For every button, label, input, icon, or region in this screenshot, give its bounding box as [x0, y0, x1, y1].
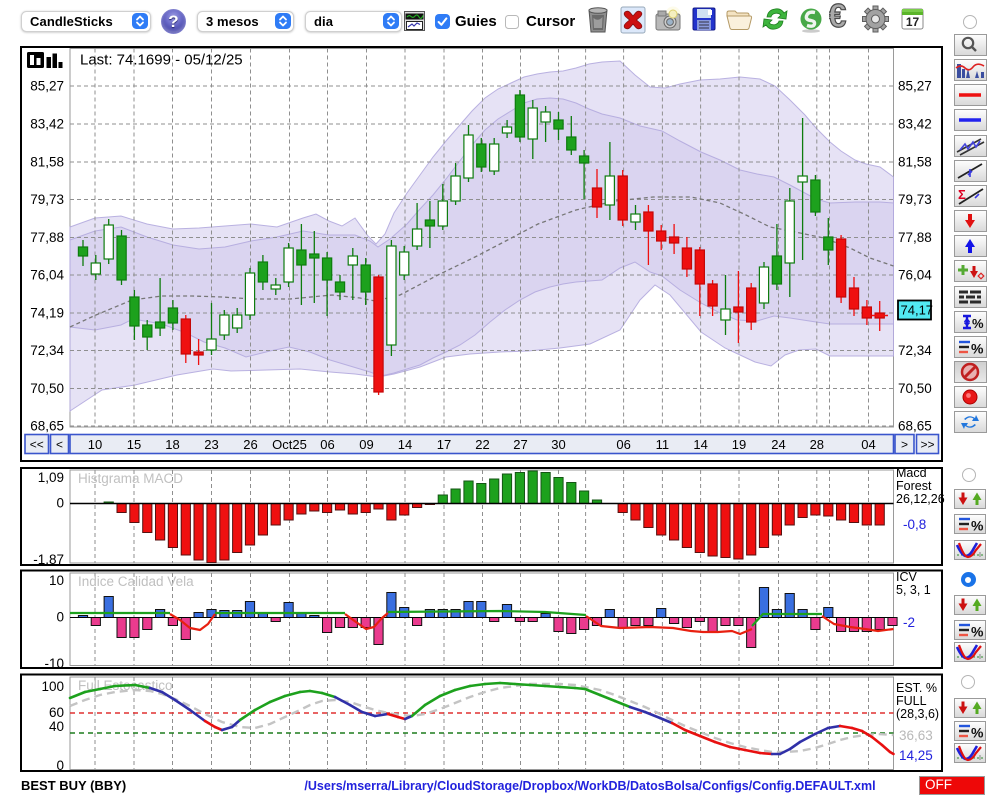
svg-text:<: <	[56, 438, 63, 452]
svg-text:28: 28	[810, 437, 824, 452]
svg-text:Indice Calidad Vela: Indice Calidad Vela	[78, 574, 194, 589]
svg-text:Oct25: Oct25	[272, 437, 307, 452]
svg-text:0: 0	[56, 496, 64, 511]
svg-text:EST. %: EST. %	[896, 681, 937, 695]
svg-text:5, 3, 1: 5, 3, 1	[896, 583, 931, 597]
svg-text:>: >	[901, 438, 908, 452]
svg-text:30: 30	[551, 437, 565, 452]
svg-text:23: 23	[204, 437, 218, 452]
svg-text:22: 22	[475, 437, 489, 452]
svg-text:0: 0	[56, 758, 64, 773]
svg-text:85,27: 85,27	[898, 79, 932, 94]
svg-text:%: %	[971, 340, 984, 356]
svg-text:<<: <<	[30, 438, 44, 452]
svg-text:0: 0	[56, 610, 64, 625]
svg-text:Histgrama MACD: Histgrama MACD	[78, 471, 183, 486]
svg-text:Forest: Forest	[896, 479, 932, 493]
svg-text:14: 14	[398, 437, 412, 452]
svg-text:-10: -10	[44, 656, 64, 671]
svg-text:%: %	[971, 518, 984, 534]
svg-text:06: 06	[616, 437, 630, 452]
svg-text:-1,87: -1,87	[33, 552, 64, 567]
svg-text:76,04: 76,04	[898, 268, 932, 283]
svg-text:(28,3,6): (28,3,6)	[896, 707, 939, 721]
svg-text:%: %	[971, 624, 984, 640]
svg-text:09: 09	[359, 437, 373, 452]
svg-text:-2: -2	[903, 615, 915, 630]
svg-text:40: 40	[49, 719, 64, 734]
svg-text:70,50: 70,50	[898, 381, 932, 396]
svg-text:74,17: 74,17	[901, 303, 934, 318]
svg-text:68,65: 68,65	[898, 419, 932, 434]
svg-text:ICV: ICV	[896, 570, 918, 584]
svg-text:%: %	[971, 724, 984, 740]
svg-text:Last: 74.1699 - 05/12/25: Last: 74.1699 - 05/12/25	[80, 52, 243, 69]
svg-text:79,73: 79,73	[898, 192, 932, 207]
svg-text:79,73: 79,73	[30, 192, 64, 207]
svg-text:36,63: 36,63	[899, 728, 933, 743]
svg-text:10: 10	[49, 573, 64, 588]
svg-text:17: 17	[906, 15, 920, 29]
svg-text:26: 26	[243, 437, 257, 452]
svg-text:27: 27	[513, 437, 527, 452]
svg-text:83,42: 83,42	[30, 117, 64, 132]
svg-text:85,27: 85,27	[30, 79, 64, 94]
svg-text:FULL: FULL	[896, 694, 927, 708]
svg-text:24: 24	[771, 437, 785, 452]
svg-text:81,58: 81,58	[898, 155, 932, 170]
svg-text:60: 60	[49, 705, 64, 720]
svg-text:1,09: 1,09	[38, 470, 64, 485]
svg-text:11: 11	[656, 437, 670, 452]
svg-text:%: %	[972, 316, 984, 331]
svg-text:77,88: 77,88	[898, 230, 932, 245]
svg-text:72,34: 72,34	[30, 343, 64, 358]
svg-text:10: 10	[88, 437, 102, 452]
svg-text:17: 17	[437, 437, 451, 452]
svg-text:74,19: 74,19	[30, 306, 64, 321]
svg-text:100: 100	[41, 679, 64, 694]
svg-text:76,04: 76,04	[30, 268, 64, 283]
svg-text:18: 18	[165, 437, 179, 452]
svg-text:14: 14	[693, 437, 707, 452]
svg-text:15: 15	[127, 437, 141, 452]
svg-text:70,50: 70,50	[30, 381, 64, 396]
svg-text:72,34: 72,34	[898, 343, 932, 358]
svg-text:€: €	[829, 2, 846, 34]
svg-text:83,42: 83,42	[898, 117, 932, 132]
svg-text:Macd: Macd	[896, 466, 927, 480]
svg-text:>>: >>	[920, 438, 934, 452]
svg-text:77,88: 77,88	[30, 230, 64, 245]
svg-text:04: 04	[861, 437, 875, 452]
svg-text:Σ: Σ	[958, 187, 966, 202]
svg-text:81,58: 81,58	[30, 155, 64, 170]
svg-text:19: 19	[732, 437, 746, 452]
svg-text:68,65: 68,65	[30, 419, 64, 434]
svg-text:26,12,26: 26,12,26	[896, 492, 945, 506]
svg-text:-0,8: -0,8	[903, 517, 926, 532]
svg-text:06: 06	[320, 437, 334, 452]
svg-text:14,25: 14,25	[899, 748, 933, 763]
